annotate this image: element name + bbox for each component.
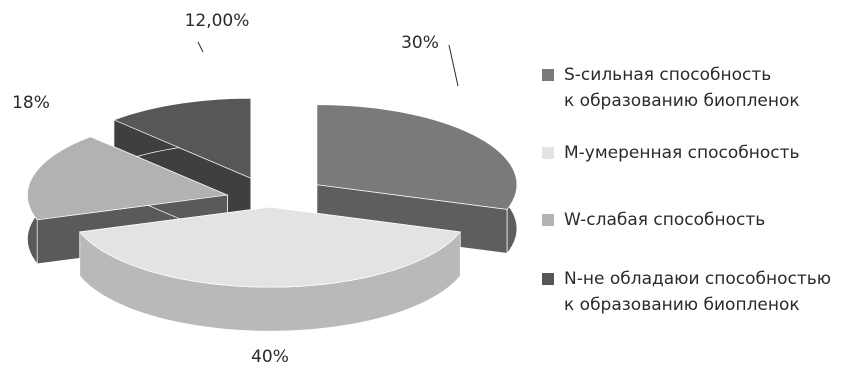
- legend-swatch-n: [542, 273, 554, 285]
- legend-swatch-w: [542, 214, 554, 226]
- leader-line-s: [448, 44, 459, 87]
- value-label-m: 40%: [251, 347, 289, 367]
- pie-top-layer: [27, 97, 518, 288]
- legend-item-s: S-сильная способность к образованию биоп…: [542, 62, 842, 114]
- slice-top-n: [112, 97, 252, 179]
- legend: S-сильная способность к образованию биоп…: [542, 62, 842, 318]
- legend-item-m: M-умеренная способность: [542, 140, 842, 166]
- legend-label-m: M-умеренная способность: [564, 143, 800, 163]
- pie-value-labels: 30% 40% 18% 12,00%: [12, 11, 439, 367]
- leader-line-n: [197, 41, 204, 53]
- legend-label-s: S-сильная способность к образованию биоп…: [564, 65, 800, 111]
- legend-label-w: W-слабая способность: [564, 210, 766, 230]
- legend-swatch-m: [542, 147, 554, 159]
- legend-item-w: W-слабая способность: [542, 207, 842, 233]
- legend-swatch-s: [542, 69, 554, 81]
- legend-label-n: N-не обладаюи способностью к образованию…: [564, 269, 832, 315]
- value-label-w: 18%: [12, 93, 50, 113]
- slice-top-w: [27, 136, 229, 221]
- slice-top-m: [79, 206, 461, 288]
- slice-top-s: [316, 104, 518, 210]
- value-label-n: 12,00%: [185, 11, 250, 31]
- value-label-s: 30%: [401, 33, 439, 53]
- legend-item-n: N-не обладаюи способностью к образованию…: [542, 266, 842, 318]
- pie-leader-lines: [197, 41, 459, 87]
